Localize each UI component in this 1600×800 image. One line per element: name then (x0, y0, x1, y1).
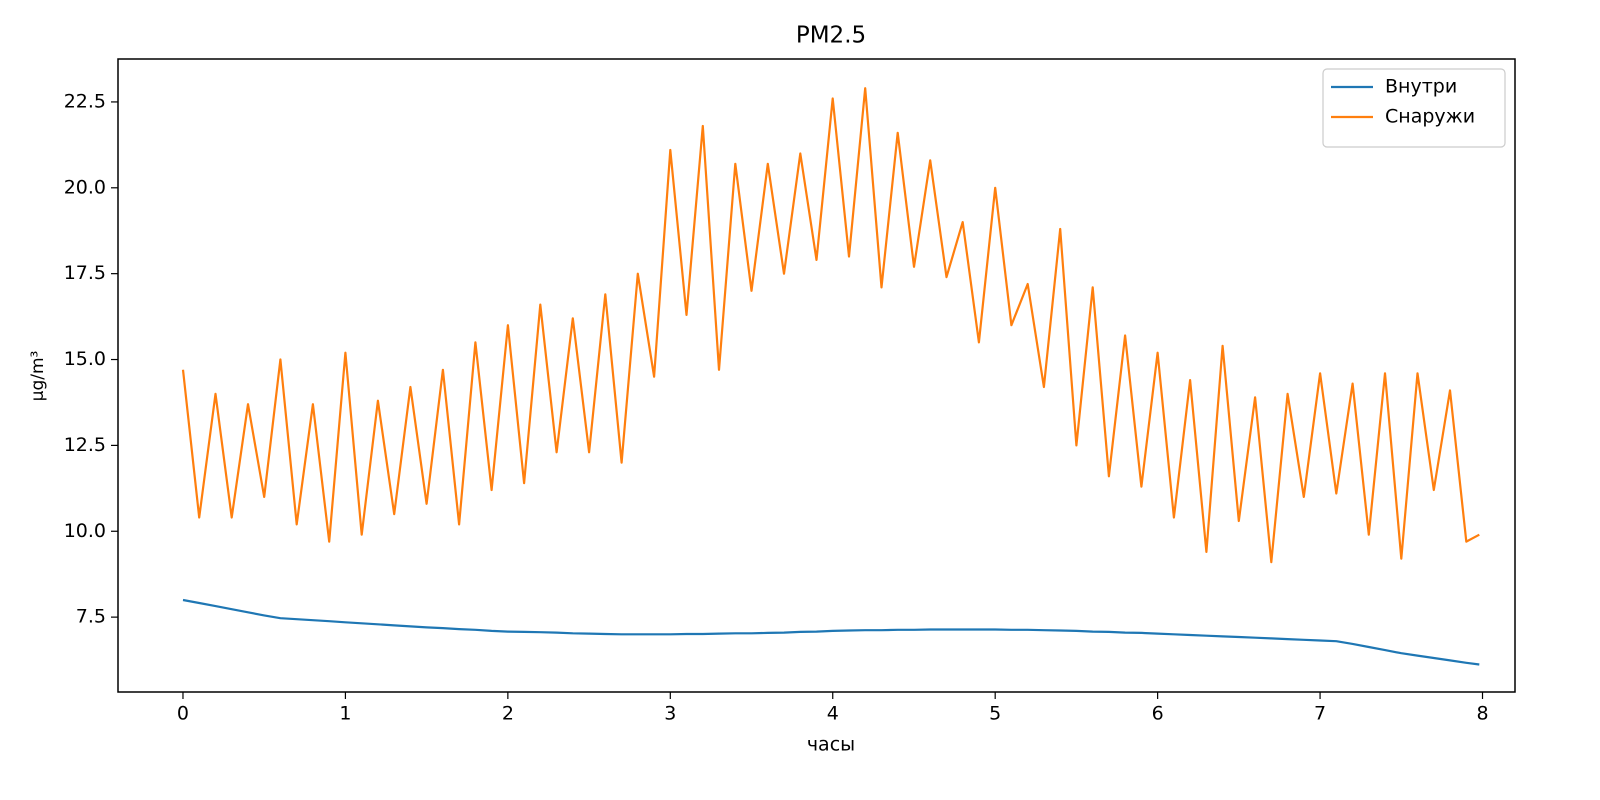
x-tick-label: 8 (1476, 703, 1488, 725)
series-line (181, 87, 1480, 564)
y-tick-label: 7.5 (76, 606, 106, 628)
x-tick-label: 2 (502, 703, 514, 725)
x-tick-label: 1 (339, 703, 351, 725)
plot-frame (117, 58, 1516, 693)
x-tick-label: 4 (827, 703, 839, 725)
y-tick-label: 12.5 (64, 434, 106, 456)
y-tick-label: 20.0 (64, 176, 106, 198)
legend-label: Снаружи (1385, 106, 1475, 128)
series-line (182, 598, 1480, 666)
y-tick-label: 10.0 (64, 520, 106, 542)
x-axis-label: часы (807, 734, 855, 756)
x-tick-label: 7 (1314, 703, 1326, 725)
x-tick-label: 6 (1152, 703, 1164, 725)
y-tick-label: 17.5 (64, 262, 106, 284)
x-tick-label: 3 (664, 703, 676, 725)
chart-title: PM2.5 (796, 23, 866, 49)
y-axis-label: µg/m³ (28, 351, 48, 402)
legend-label: Внутри (1385, 76, 1457, 98)
legend-box (1322, 68, 1506, 148)
y-tick-label: 15.0 (64, 348, 106, 370)
x-tick-label: 5 (989, 703, 1001, 725)
x-tick-label: 0 (177, 703, 189, 725)
y-tick-label: 22.5 (64, 90, 106, 112)
